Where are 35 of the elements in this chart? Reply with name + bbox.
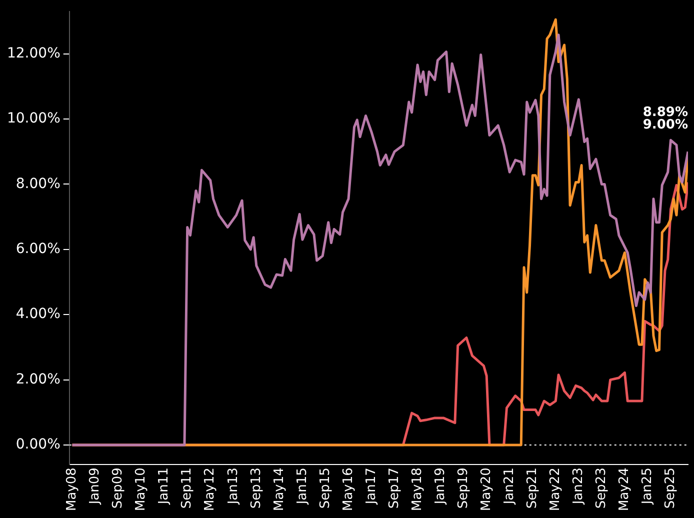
x-tick-label: May10 <box>134 468 149 512</box>
x-tick-label: Sep17 <box>386 468 402 509</box>
y-tick-label: 6.00% <box>16 241 60 258</box>
x-tick-label: May08 <box>64 468 80 512</box>
x-tick-label: Sep15 <box>318 468 333 509</box>
x-tick-label: Jan19 <box>432 468 448 506</box>
x-tick-label: Jan11 <box>156 468 172 506</box>
x-tick-label: Jan23 <box>571 468 586 506</box>
y-tick-label: 8.00% <box>16 176 60 192</box>
x-tick-label: Jan09 <box>88 468 103 506</box>
x-tick-label: Jan17 <box>364 468 379 506</box>
y-tick-label: 2.00% <box>16 371 60 388</box>
x-tick-label: May12 <box>202 468 218 512</box>
y-tick-label: 10.00% <box>6 110 60 127</box>
x-tick-label: Sep19 <box>456 468 471 509</box>
y-tick-label: 12.00% <box>6 45 60 62</box>
x-tick-label: Sep25 <box>663 468 678 509</box>
x-tick-label: Sep13 <box>248 468 264 509</box>
x-tick-label: Jan21 <box>502 468 517 506</box>
x-tick-label: May14 <box>272 468 287 512</box>
x-tick-label: May18 <box>410 468 425 512</box>
x-tick-label: Jan15 <box>294 468 310 506</box>
x-tick-label: May20 <box>478 468 494 512</box>
x-tick-label: Jan25 <box>640 468 656 506</box>
x-tick-label: May22 <box>548 468 564 512</box>
x-tick-label: May16 <box>340 468 356 512</box>
x-tick-label: Jan13 <box>226 468 241 506</box>
y-tick-label: 0.00% <box>16 436 60 453</box>
y-tick-label: 4.00% <box>16 306 60 322</box>
x-tick-label: Sep11 <box>180 468 195 509</box>
x-tick-label: May24 <box>617 468 632 512</box>
x-tick-label: Sep23 <box>594 468 610 509</box>
x-tick-label: Sep09 <box>110 468 126 509</box>
annotation: 9.00% <box>642 117 688 132</box>
x-tick-label: Sep21 <box>525 468 540 509</box>
